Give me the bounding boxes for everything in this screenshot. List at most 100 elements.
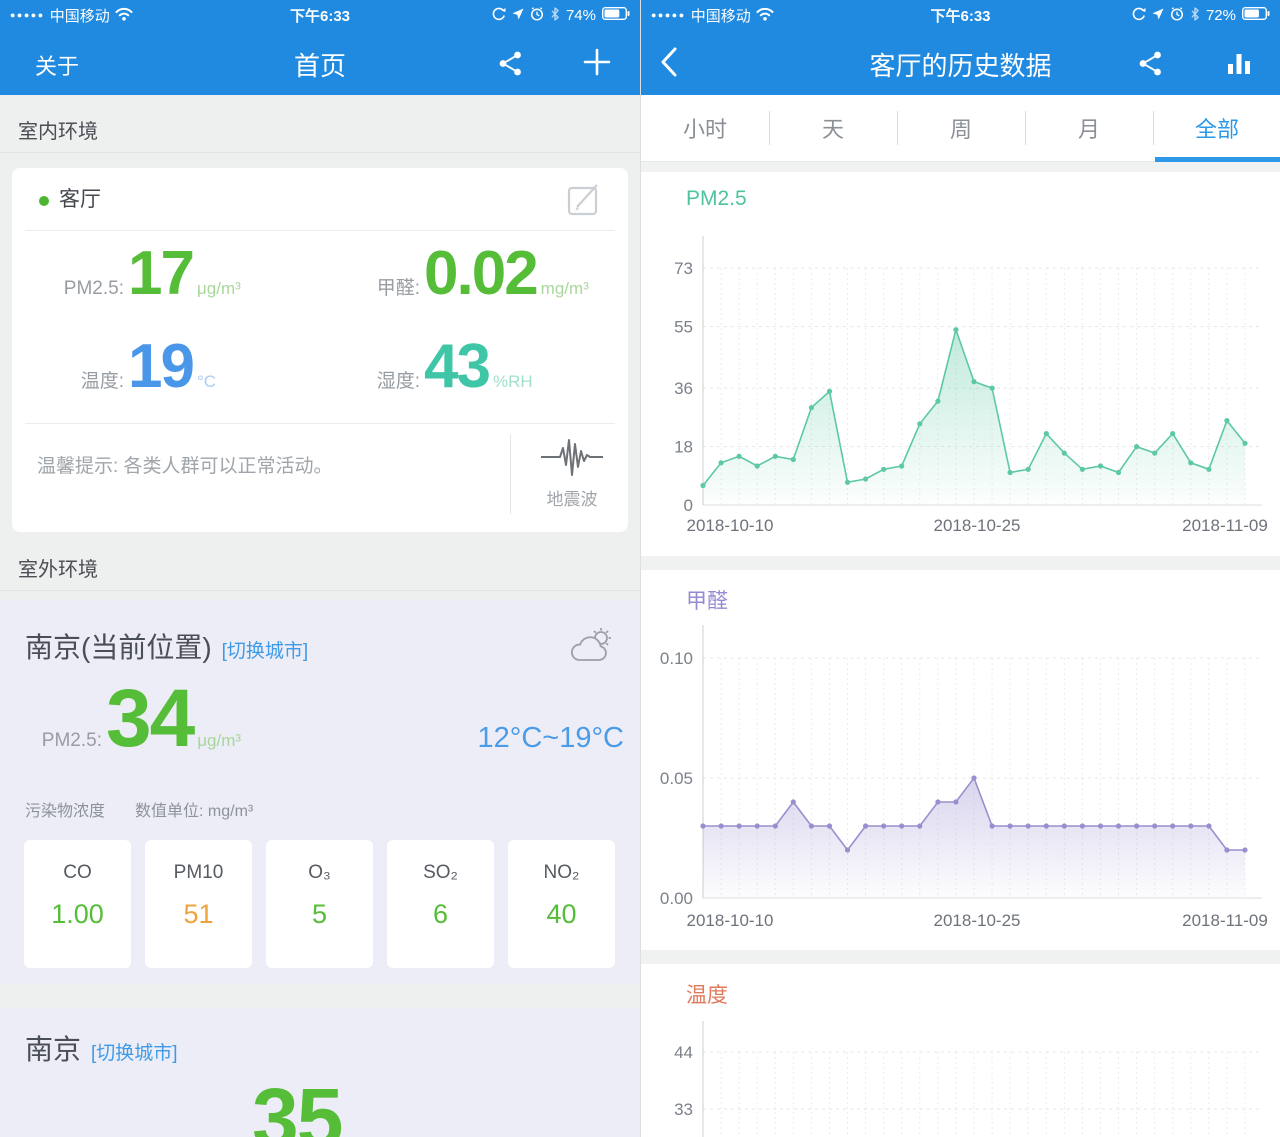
history-statusbar: ●●●●● 中国移动 下午6:33 72% bbox=[641, 0, 1280, 31]
bluetooth-icon bbox=[1190, 6, 1200, 25]
tab-range-4[interactable]: 全部 bbox=[1153, 95, 1280, 162]
svg-text:33: 33 bbox=[674, 1100, 693, 1119]
home-title: 首页 bbox=[293, 51, 346, 81]
partly-cloudy-icon bbox=[568, 626, 616, 671]
temp-unit: °C bbox=[196, 372, 217, 391]
city2-pm25-value: 35 bbox=[252, 1071, 343, 1137]
humidity-value: 43 bbox=[424, 332, 491, 401]
wifi-icon bbox=[756, 7, 774, 25]
humidity-label: 湿度: bbox=[376, 371, 420, 392]
svg-text:2018-11-09: 2018-11-09 bbox=[1182, 911, 1268, 930]
temperature-chart-title: 温度 bbox=[686, 984, 728, 1007]
divider bbox=[510, 434, 511, 514]
pm25-label: PM2.5: bbox=[41, 730, 102, 751]
pollutant-name: PM10 bbox=[173, 862, 224, 883]
pollutant-card-list: CO 1.00 PM10 51 O₃ 5 SO₂ 6 NO₂ 40 bbox=[0, 840, 640, 968]
pm25-line-chart: 0 18 36 55 73 2018-10-10 2018-10-25 2018-11-09 bbox=[674, 236, 1268, 535]
city-name-label: 南京 bbox=[25, 1034, 82, 1065]
svg-text:2018-10-10: 2018-10-10 bbox=[687, 516, 774, 535]
online-status-dot-icon bbox=[39, 196, 49, 206]
clock-label: 下午6:33 bbox=[930, 8, 991, 25]
outdoor-pm25-metric: PM2.5: 34 μg/m³ bbox=[22, 672, 241, 766]
indoor-section-header: 室内环境 bbox=[0, 95, 640, 153]
svg-text:36: 36 bbox=[674, 379, 693, 398]
pm25-unit: μg/m³ bbox=[196, 279, 241, 298]
carrier-label: 中国移动 bbox=[49, 8, 110, 25]
history-title: 客厅的历史数据 bbox=[869, 51, 1052, 81]
second-city-card: 南京 [切换城市] 35 bbox=[0, 1008, 640, 1137]
carrier-label: 中国移动 bbox=[690, 8, 751, 25]
battery-icon bbox=[601, 6, 630, 24]
pollutant-value: 6 bbox=[432, 899, 449, 929]
city-name-label: 南京(当前位置) bbox=[25, 632, 212, 663]
edit-room-button[interactable] bbox=[566, 181, 602, 222]
indoor-hcho-metric: 甲醛: 0.02 mg/m³ bbox=[352, 238, 589, 309]
svg-text:2018-10-25: 2018-10-25 bbox=[934, 911, 1021, 930]
bluetooth-icon bbox=[550, 6, 560, 25]
pollutant-value: 40 bbox=[546, 899, 577, 929]
tab-range-1[interactable]: 天 bbox=[769, 95, 897, 161]
tab-range-2[interactable]: 周 bbox=[897, 95, 1025, 161]
room-name-label: 客厅 bbox=[59, 188, 101, 211]
concentration-label: 污染物浓度 bbox=[25, 803, 106, 820]
history-screen: ●●●●● 中国移动 下午6:33 72% 客厅的历史数据 bbox=[640, 0, 1280, 1137]
signal-dots-icon: ●●●●● bbox=[651, 9, 686, 20]
temperature-chart-card: 温度 44 33 bbox=[641, 964, 1280, 1137]
switch-city-link[interactable]: [切换城市] bbox=[221, 641, 309, 662]
tab-range-3[interactable]: 月 bbox=[1025, 95, 1153, 161]
home-navbar: 关于 首页 bbox=[0, 31, 640, 95]
temp-label: 温度: bbox=[80, 371, 124, 392]
svg-text:18: 18 bbox=[674, 438, 693, 457]
tab-range-0[interactable]: 小时 bbox=[682, 117, 727, 142]
hcho-chart-title: 甲醛 bbox=[686, 590, 728, 613]
seismic-wave-button[interactable]: 地震波 bbox=[522, 436, 622, 510]
location-arrow-icon bbox=[1152, 7, 1164, 24]
share-button[interactable] bbox=[1137, 50, 1164, 82]
svg-text:2018-11-09: 2018-11-09 bbox=[1182, 516, 1268, 535]
pollutant-name: O₃ bbox=[308, 862, 331, 883]
status-right-cluster: 74% bbox=[350, 6, 630, 25]
hcho-label: 甲醛: bbox=[376, 278, 420, 299]
alarm-clock-icon bbox=[530, 6, 544, 25]
pollutant-name: CO bbox=[63, 862, 92, 883]
add-button[interactable] bbox=[582, 47, 612, 82]
battery-percent-label: 74% bbox=[565, 7, 596, 24]
indoor-pm25-metric: PM2.5: 17 μg/m³ bbox=[50, 238, 241, 309]
switch-city-link[interactable]: [切换城市] bbox=[91, 1043, 178, 1064]
pollutant-value: 1.00 bbox=[51, 899, 104, 929]
svg-text:2018-10-10: 2018-10-10 bbox=[687, 911, 774, 930]
pollutant-value: 51 bbox=[183, 899, 214, 929]
history-navbar: 客厅的历史数据 bbox=[641, 31, 1280, 95]
share-button[interactable] bbox=[497, 50, 524, 82]
humidity-unit: %RH bbox=[492, 372, 533, 391]
back-button[interactable] bbox=[659, 46, 679, 83]
hcho-unit: mg/m³ bbox=[540, 279, 589, 298]
outdoor-city-card: 南京(当前位置) [切换城市] PM2.5: 34 μg/m³ 12°C~19°… bbox=[0, 600, 640, 984]
indoor-humidity-metric: 湿度: 43 %RH bbox=[352, 331, 533, 402]
indoor-temp-metric: 温度: 19 °C bbox=[50, 331, 216, 402]
health-tip-label: 温馨提示: 各类人群可以正常活动。 bbox=[37, 456, 333, 477]
pm25-chart-card: PM2.5 0 18 36 55 73 2018-10-10 2018-10-25 2018-… bbox=[641, 172, 1280, 556]
svg-text:0.10: 0.10 bbox=[660, 649, 693, 668]
pollutant-card-2: O₃ 5 bbox=[266, 840, 373, 968]
seismic-wave-label: 地震波 bbox=[546, 490, 598, 509]
signal-dots-icon: ●●●●● bbox=[10, 9, 45, 20]
svg-text:73: 73 bbox=[674, 259, 693, 278]
hcho-chart-card: 甲醛 0.00 0.05 0.10 2018-10-10 2018-10-25 2018-… bbox=[641, 570, 1280, 950]
pm25-value: 34 bbox=[106, 673, 195, 764]
divider bbox=[25, 230, 615, 231]
pollutant-name: SO₂ bbox=[423, 862, 458, 883]
home-screen: ●●●●● 中国移动 下午6:33 74% 关于 首页 bbox=[0, 0, 640, 1137]
unit-label: 数值单位: mg/m³ bbox=[135, 803, 254, 820]
hcho-value: 0.02 bbox=[424, 239, 539, 308]
bar-chart-icon-button[interactable] bbox=[1224, 48, 1254, 83]
pollutant-name: NO₂ bbox=[543, 862, 580, 883]
divider bbox=[25, 423, 615, 424]
pollutant-value: 5 bbox=[311, 899, 328, 929]
indoor-room-card: 客厅 PM2.5: 17 μg/m³ 甲醛: 0.02 mg/m³ 温度: 19… bbox=[12, 168, 628, 532]
seismic-wave-icon bbox=[539, 439, 605, 482]
temperature-range-label: 12°C~19°C bbox=[477, 722, 624, 754]
about-button[interactable]: 关于 bbox=[35, 54, 80, 79]
status-right-cluster: 72% bbox=[991, 6, 1270, 25]
pm25-value: 17 bbox=[128, 239, 195, 308]
